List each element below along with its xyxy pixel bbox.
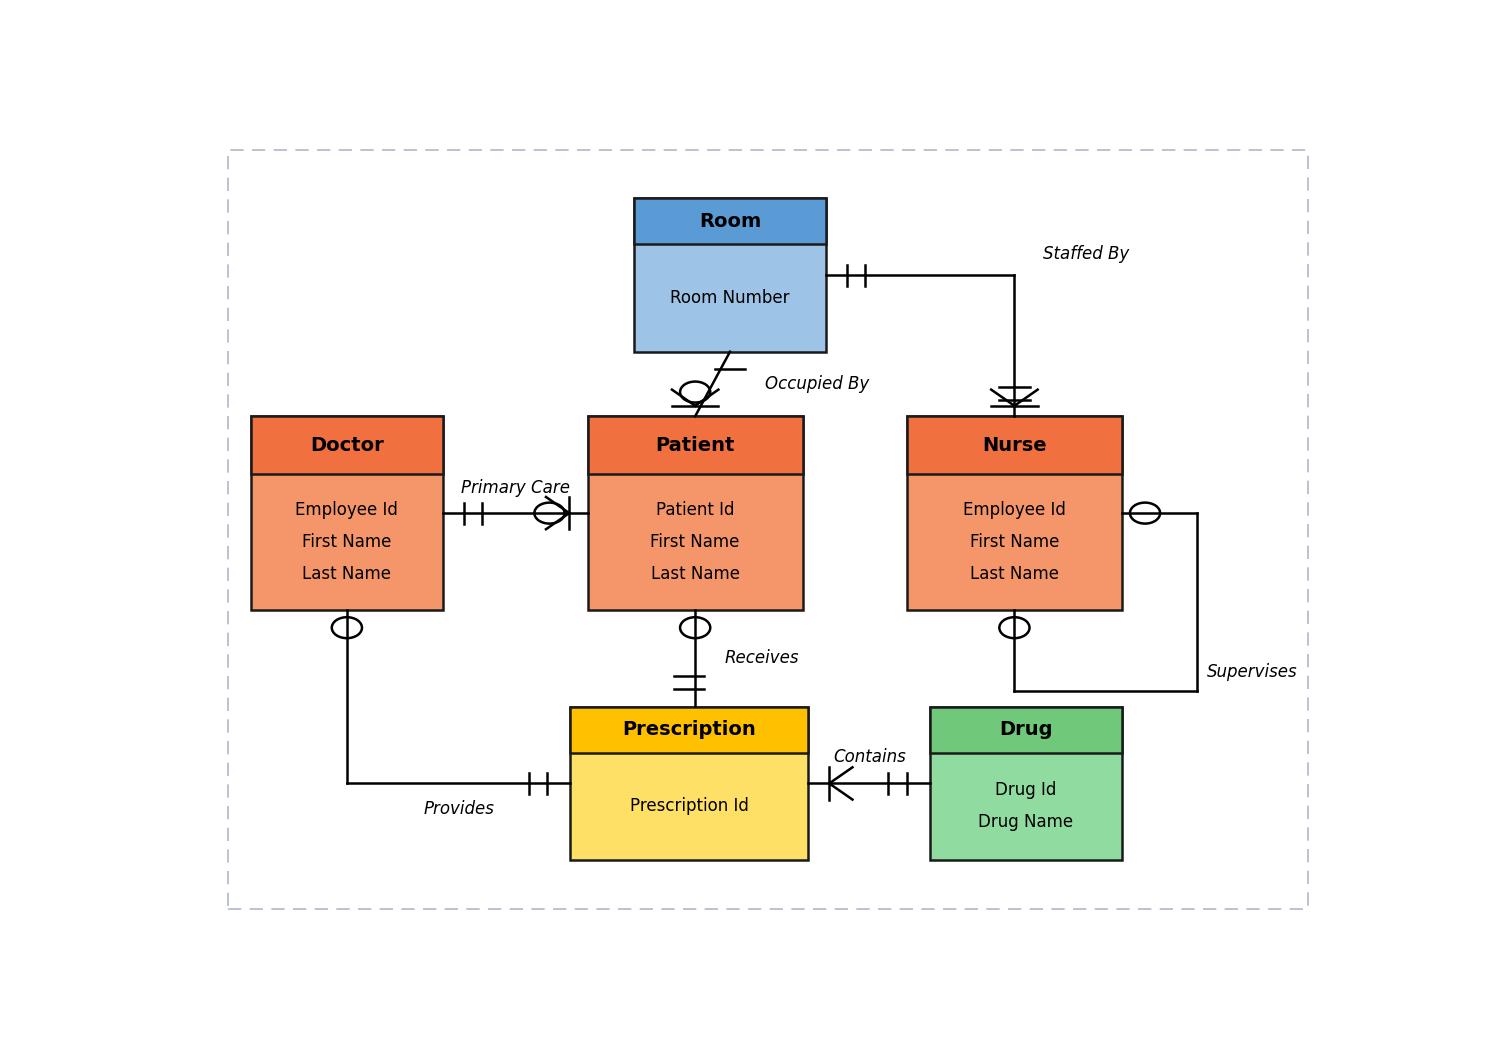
FancyBboxPatch shape	[930, 706, 1122, 752]
Text: Occupied By: Occupied By	[765, 375, 869, 393]
Text: Receives: Receives	[724, 650, 798, 668]
Text: Prescription Id: Prescription Id	[631, 798, 749, 815]
Text: Patient: Patient	[656, 436, 736, 455]
Text: Room: Room	[700, 212, 761, 231]
FancyBboxPatch shape	[587, 416, 803, 475]
Text: Patient Id
First Name
Last Name: Patient Id First Name Last Name	[650, 501, 740, 583]
FancyBboxPatch shape	[906, 416, 1122, 475]
FancyBboxPatch shape	[571, 706, 809, 752]
Text: Staffed By: Staffed By	[1044, 245, 1129, 263]
Text: Contains: Contains	[833, 747, 906, 766]
FancyBboxPatch shape	[587, 416, 803, 610]
FancyBboxPatch shape	[571, 706, 809, 860]
Text: Supervises: Supervises	[1206, 663, 1297, 681]
Text: Prescription: Prescription	[623, 720, 756, 739]
Text: Drug: Drug	[999, 720, 1053, 739]
Text: Drug Id
Drug Name: Drug Id Drug Name	[978, 782, 1074, 831]
FancyBboxPatch shape	[634, 198, 825, 352]
FancyBboxPatch shape	[252, 416, 443, 475]
FancyBboxPatch shape	[906, 416, 1122, 610]
Text: Provides: Provides	[422, 800, 494, 817]
FancyBboxPatch shape	[930, 706, 1122, 860]
Text: Doctor: Doctor	[310, 436, 383, 455]
Text: Nurse: Nurse	[983, 436, 1047, 455]
FancyBboxPatch shape	[252, 416, 443, 610]
Text: Employee Id
First Name
Last Name: Employee Id First Name Last Name	[963, 501, 1067, 583]
Text: Room Number: Room Number	[670, 289, 789, 307]
FancyBboxPatch shape	[634, 198, 825, 244]
Text: Primary Care: Primary Care	[461, 479, 569, 497]
Text: Employee Id
First Name
Last Name: Employee Id First Name Last Name	[295, 501, 398, 583]
